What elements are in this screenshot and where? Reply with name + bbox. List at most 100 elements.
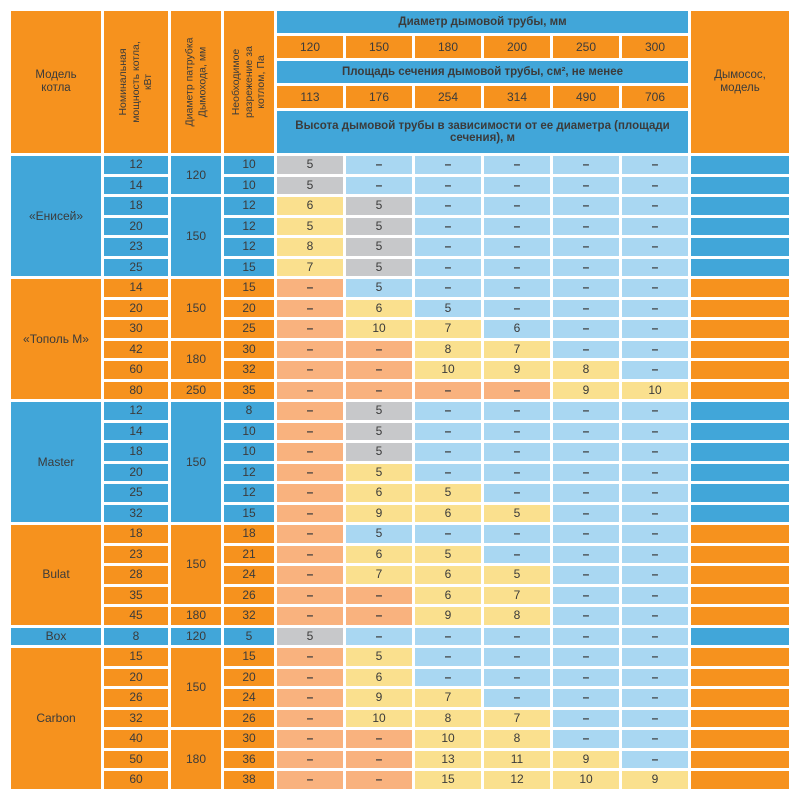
boiler-row: 20 12 5 5– – – – — [11, 217, 790, 236]
boiler-row: 60 32– –10 9 8– — [11, 361, 790, 379]
model-cell: Box — [11, 627, 101, 646]
height-cell: – — [484, 463, 550, 482]
height-cell: – — [346, 730, 412, 748]
height-cell: – — [553, 566, 619, 584]
header-required-draft: Необходимое разрежение за котлом, Па — [224, 11, 274, 154]
diameter-value: 300 — [622, 36, 689, 59]
pipe-diameter-cell: 150 — [171, 402, 221, 523]
exhauster-cell — [691, 156, 790, 174]
height-cell: – — [553, 504, 619, 523]
height-cell: 10 — [415, 361, 481, 379]
height-cell: – — [277, 422, 343, 441]
height-cell: – — [346, 381, 412, 400]
height-cell: – — [622, 689, 689, 707]
height-cell: – — [622, 750, 689, 769]
height-cell: – — [346, 361, 412, 379]
exhauster-cell — [691, 689, 790, 707]
power-cell: 12 — [104, 402, 168, 420]
area-value: 314 — [484, 86, 550, 109]
diameter-value: 250 — [553, 36, 619, 59]
power-cell: 80 — [104, 381, 168, 400]
pipe-diameter-cell: 180 — [171, 730, 221, 789]
height-cell: – — [277, 689, 343, 707]
exhauster-cell — [691, 607, 790, 625]
boiler-row: Carbon 15 150 15–5– – – – — [11, 648, 790, 789]
exhauster-cell — [691, 402, 790, 420]
exhauster-cell — [691, 320, 790, 338]
height-cell: – — [277, 566, 343, 584]
power-cell: 14 — [104, 176, 168, 195]
height-cell: 6 — [277, 197, 343, 215]
exhauster-cell — [691, 750, 790, 769]
height-cell: 8 — [484, 607, 550, 625]
height-cell: – — [622, 279, 689, 297]
height-cell: 13 — [415, 750, 481, 769]
power-cell: 26 — [104, 689, 168, 707]
draft-cell: 20 — [224, 299, 274, 318]
draft-cell: 38 — [224, 771, 274, 789]
height-cell: – — [484, 689, 550, 707]
draft-cell: 12 — [224, 484, 274, 502]
area-value: 490 — [553, 86, 619, 109]
height-cell: 5 — [346, 648, 412, 666]
power-cell: 20 — [104, 668, 168, 687]
exhauster-cell — [691, 258, 790, 277]
model-cell: Bulat — [11, 525, 101, 625]
height-cell: – — [277, 648, 343, 666]
height-cell: – — [553, 156, 619, 174]
draft-cell: 10 — [224, 176, 274, 195]
height-cell: 5 — [346, 443, 412, 461]
height-cell: – — [553, 545, 619, 564]
height-cell: 10 — [622, 381, 689, 400]
height-cell: 10 — [346, 320, 412, 338]
draft-cell: 15 — [224, 258, 274, 277]
height-cell: – — [553, 586, 619, 605]
height-cell: – — [622, 340, 689, 359]
height-cell: 5 — [346, 422, 412, 441]
exhauster-cell — [691, 176, 790, 195]
height-cell: – — [484, 258, 550, 277]
height-cell: – — [622, 566, 689, 584]
height-cell: – — [553, 320, 619, 338]
height-cell: – — [277, 320, 343, 338]
height-cell: 5 — [277, 627, 343, 646]
height-cell: 8 — [553, 361, 619, 379]
height-cell: – — [484, 299, 550, 318]
diameter-value: 120 — [277, 36, 343, 59]
draft-cell: 12 — [224, 463, 274, 482]
height-cell: 9 — [553, 381, 619, 400]
height-cell: 5 — [484, 566, 550, 584]
boiler-row: 42 180 30– –8 7– – — [11, 340, 790, 379]
height-cell: – — [415, 217, 481, 236]
boiler-row: 14 10 5– – – – – — [11, 176, 790, 195]
power-cell: 35 — [104, 586, 168, 605]
height-cell: – — [553, 238, 619, 256]
power-cell: 12 — [104, 156, 168, 174]
header-chimney-diameter-band: Диаметр дымовой трубы, мм — [277, 11, 689, 34]
header-row-area-band: Площадь сечения дымовой трубы, см², не м… — [11, 61, 789, 84]
exhauster-cell — [691, 771, 790, 789]
boiler-row: 23 12 8 5– – – – — [11, 238, 790, 256]
height-cell: – — [277, 586, 343, 605]
height-cell: – — [622, 258, 689, 277]
header-pipe-stub-diameter: Диаметр патрубка Дымохода, мм — [171, 11, 221, 154]
height-cell: – — [553, 689, 619, 707]
height-cell: – — [346, 771, 412, 789]
boiler-row: Master 12 150 8–5– – – – — [11, 402, 790, 523]
height-cell: – — [346, 627, 412, 646]
height-cell: – — [346, 156, 412, 174]
height-cell: 9 — [622, 771, 689, 789]
height-cell: 5 — [277, 176, 343, 195]
height-cell: 5 — [346, 463, 412, 482]
exhauster-cell — [691, 504, 790, 523]
height-cell: – — [277, 504, 343, 523]
height-cell: – — [484, 627, 550, 646]
power-cell: 18 — [104, 197, 168, 215]
height-cell: 7 — [484, 586, 550, 605]
area-value: 176 — [346, 86, 412, 109]
pipe-diameter-cell: 120 — [171, 156, 221, 195]
draft-cell: 32 — [224, 361, 274, 379]
height-cell: – — [553, 607, 619, 625]
height-cell: – — [277, 709, 343, 728]
